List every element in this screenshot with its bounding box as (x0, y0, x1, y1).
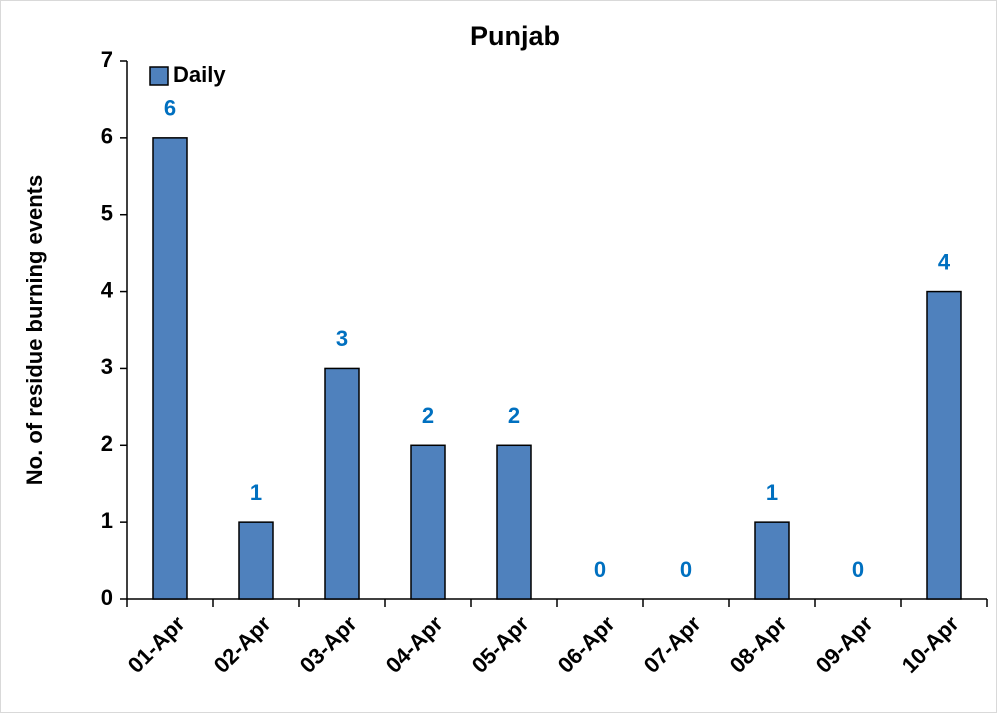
value-label: 6 (164, 96, 176, 121)
bar (926, 290, 962, 600)
bar (754, 521, 790, 600)
value-label: 4 (938, 249, 951, 274)
chart-title: Punjab (470, 21, 560, 51)
value-label: 3 (336, 326, 348, 351)
y-tick-label: 3 (101, 354, 113, 379)
value-label: 2 (508, 403, 520, 428)
value-label: 0 (852, 557, 864, 582)
value-label: 1 (766, 480, 778, 505)
y-tick-label: 6 (101, 124, 113, 149)
y-tick-label: 1 (101, 508, 113, 533)
legend-label: Daily (173, 62, 226, 87)
value-label: 2 (422, 403, 434, 428)
legend-swatch (149, 66, 169, 86)
y-tick-label: 0 (101, 585, 113, 610)
y-axis-label: No. of residue burning events (22, 175, 47, 485)
y-tick-label: 5 (101, 201, 113, 226)
value-label: 0 (594, 557, 606, 582)
bar (324, 367, 360, 600)
bar (410, 444, 446, 600)
bar (496, 444, 532, 600)
value-label: 1 (250, 480, 262, 505)
bar (238, 521, 274, 600)
y-tick-label: 2 (101, 431, 113, 456)
value-label: 0 (680, 557, 692, 582)
y-tick-label: 4 (101, 277, 114, 302)
y-tick-label: 7 (101, 47, 113, 72)
bar (152, 137, 188, 600)
